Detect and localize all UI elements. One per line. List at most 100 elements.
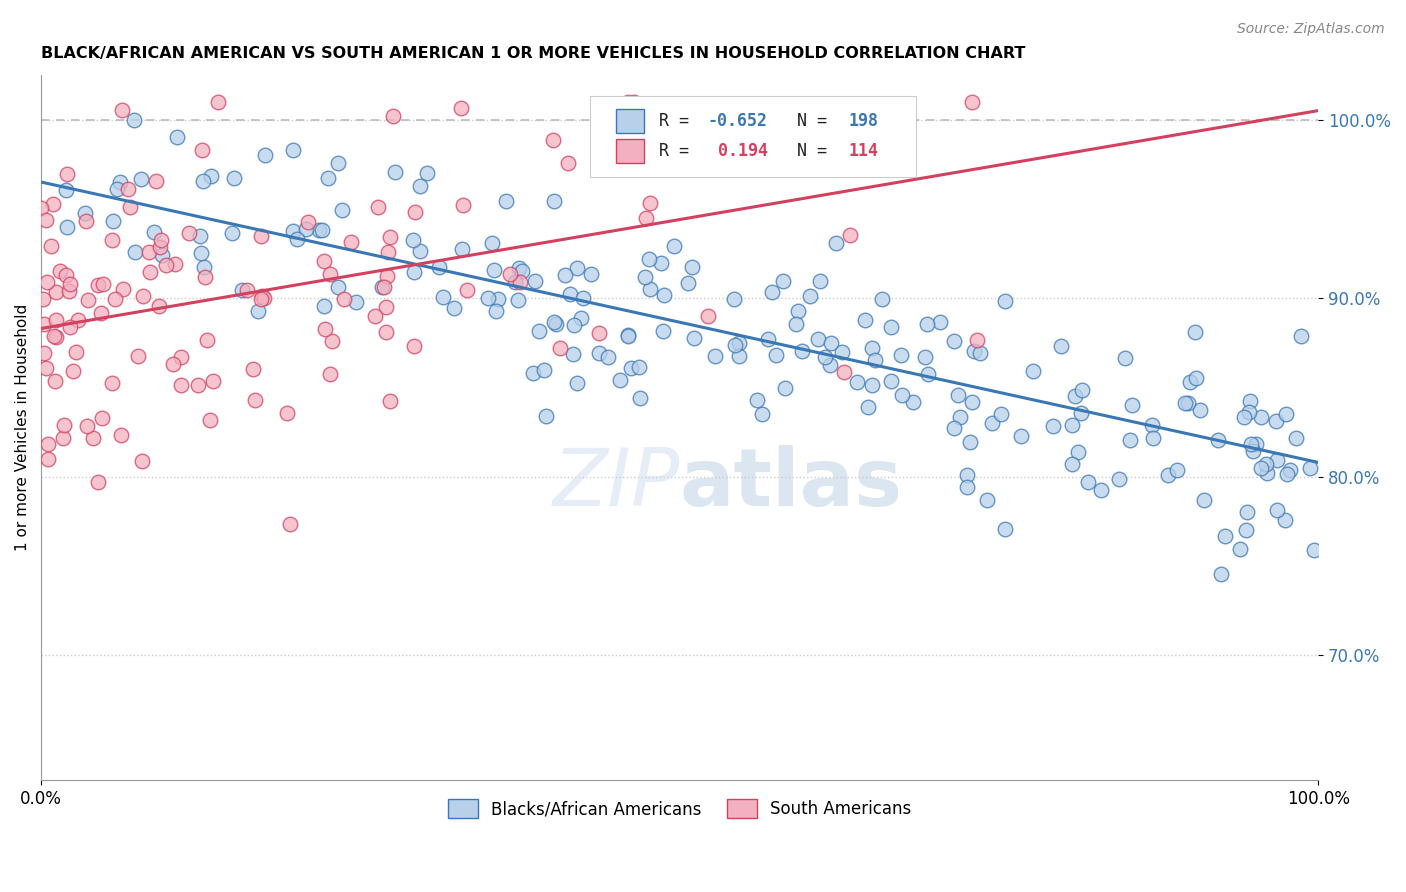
Point <box>111 103 134 117</box>
Point <box>976 493 998 508</box>
Point <box>609 373 631 387</box>
Point <box>35 275 58 289</box>
Point <box>295 222 318 236</box>
Point <box>166 129 188 144</box>
Point <box>243 393 266 408</box>
Point <box>35 212 58 227</box>
Point <box>52 418 75 433</box>
Point <box>332 293 354 307</box>
Point <box>1064 389 1087 403</box>
Point <box>191 174 214 188</box>
Point <box>375 300 398 314</box>
Point <box>202 374 225 388</box>
Point <box>860 378 883 392</box>
Text: 198: 198 <box>848 112 879 129</box>
Point <box>623 95 645 109</box>
Text: N =: N = <box>776 143 837 161</box>
Point <box>1060 418 1083 433</box>
FancyBboxPatch shape <box>616 109 644 133</box>
Point <box>155 259 177 273</box>
Point <box>956 480 979 494</box>
Point <box>880 375 903 389</box>
Point <box>628 391 651 405</box>
Point <box>285 232 308 246</box>
Point <box>37 451 59 466</box>
Point <box>91 410 114 425</box>
Point <box>620 360 643 375</box>
Point <box>546 317 568 331</box>
Point <box>1250 461 1272 475</box>
Point <box>855 312 877 326</box>
Point <box>820 359 842 373</box>
Point <box>330 202 353 217</box>
Point <box>101 376 124 391</box>
Point <box>1277 467 1299 481</box>
Point <box>1302 543 1324 558</box>
Point <box>1174 396 1197 410</box>
Point <box>543 194 565 208</box>
Point <box>314 300 336 314</box>
Point <box>872 292 894 306</box>
Point <box>384 165 406 179</box>
Point <box>1178 376 1201 390</box>
Point <box>380 394 402 409</box>
Point <box>66 313 89 327</box>
Point <box>510 264 533 278</box>
Point <box>1184 325 1206 339</box>
Point <box>508 293 530 308</box>
Point <box>150 248 173 262</box>
Point <box>91 277 114 291</box>
Point <box>253 291 276 305</box>
Text: BLACK/AFRICAN AMERICAN VS SOUTH AMERICAN 1 OR MORE VEHICLES IN HOUSEHOLD CORRELA: BLACK/AFRICAN AMERICAN VS SOUTH AMERICAN… <box>41 46 1025 62</box>
FancyBboxPatch shape <box>591 96 915 178</box>
Point <box>373 280 395 294</box>
Point <box>1267 503 1289 517</box>
Point <box>534 409 557 424</box>
Point <box>129 172 152 186</box>
Point <box>638 195 661 210</box>
Text: 114: 114 <box>848 143 879 161</box>
Point <box>860 341 883 355</box>
Point <box>316 170 339 185</box>
Point <box>105 182 128 196</box>
Point <box>276 406 298 420</box>
Point <box>661 162 683 177</box>
Point <box>486 292 509 306</box>
Point <box>477 291 499 305</box>
Point <box>145 174 167 188</box>
Point <box>697 309 720 323</box>
Point <box>772 274 794 288</box>
Point <box>120 200 142 214</box>
Point <box>949 409 972 424</box>
Point <box>676 276 699 290</box>
Point <box>628 360 651 375</box>
Point <box>139 265 162 279</box>
Point <box>785 317 807 331</box>
Point <box>724 338 747 352</box>
Text: -0.652: -0.652 <box>707 112 768 129</box>
Point <box>103 214 125 228</box>
Point <box>45 313 67 327</box>
Point <box>39 239 62 253</box>
Point <box>503 276 526 290</box>
Point <box>773 381 796 395</box>
Point <box>1185 370 1208 384</box>
Point <box>956 468 979 483</box>
Point <box>890 388 912 402</box>
Point <box>994 294 1017 309</box>
Point <box>638 252 661 267</box>
Point <box>863 352 886 367</box>
Point <box>588 346 610 360</box>
Text: N =: N = <box>776 112 837 129</box>
Point <box>409 178 432 193</box>
Point <box>253 147 276 161</box>
Point <box>960 95 983 109</box>
Point <box>1215 528 1237 542</box>
Point <box>943 334 966 348</box>
Point <box>522 366 544 380</box>
Point <box>319 267 342 281</box>
Point <box>832 365 855 379</box>
Point <box>1177 396 1199 410</box>
Point <box>634 269 657 284</box>
Point <box>683 331 706 345</box>
